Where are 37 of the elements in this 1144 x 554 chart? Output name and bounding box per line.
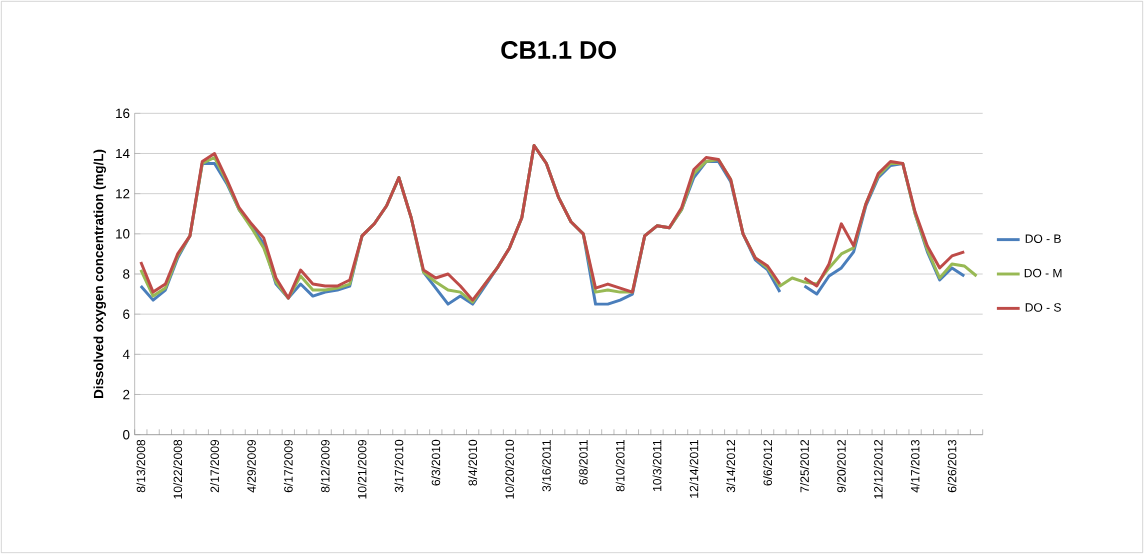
x-tick-label: 7/25/2012 <box>800 439 809 493</box>
x-tick-label: 10/21/2009 <box>357 439 367 499</box>
x-tick-label: 2/17/2009 <box>210 439 219 493</box>
x-tick-label: 3/14/2012 <box>726 439 736 493</box>
x-tick-label: 10/22/2008 <box>173 439 183 499</box>
x-tick-label: 8/12/2009 <box>320 439 330 493</box>
y-tick-label: 10 <box>116 229 130 239</box>
x-tick-label: 6/3/2010 <box>431 439 441 486</box>
x-tick-label: 12/12/2012 <box>873 440 883 499</box>
x-tick-label: 10/20/2010 <box>505 439 514 499</box>
y-tick-label: 14 <box>116 148 130 159</box>
y-tick-label: 2 <box>123 389 130 400</box>
y-tick-label: 16 <box>116 108 130 119</box>
x-tick-label: 6/6/2012 <box>763 439 773 486</box>
legend-label: DO - M <box>1024 268 1062 278</box>
x-tick-label: 4/29/2009 <box>247 439 256 493</box>
y-tick-label: 12 <box>116 189 130 199</box>
x-tick-label: 3/17/2010 <box>394 439 404 493</box>
x-tick-label: 9/20/2012 <box>836 439 846 493</box>
y-tick-label: 6 <box>123 309 130 319</box>
legend-label: DO - S <box>1025 303 1061 312</box>
y-tick-label: 0 <box>123 429 130 440</box>
x-tick-label: 10/3/2011 <box>652 439 662 491</box>
x-tick-label: 3/16/2011 <box>541 439 551 492</box>
x-tick-label: 8/13/2008 <box>136 439 146 493</box>
x-tick-label: 4/17/2013 <box>910 439 920 493</box>
x-tick-label: 8/10/2011 <box>615 439 625 492</box>
x-tick-label: 12/14/2011 <box>689 439 699 498</box>
y-tick-label: 4 <box>122 349 130 359</box>
chart-title: CB1.1 DO <box>501 41 616 59</box>
legend-label: DO - B <box>1025 234 1061 243</box>
y-tick-label: 8 <box>123 269 130 279</box>
x-tick-label: 6/17/2009 <box>283 439 293 493</box>
x-tick-label: 8/4/2010 <box>468 439 478 486</box>
x-tick-label: 6/26/2013 <box>947 439 957 493</box>
x-tick-label: 6/8/2011 <box>578 439 588 485</box>
y-axis-title: Dissolved oxygen concentration (mg/L) <box>93 149 106 398</box>
